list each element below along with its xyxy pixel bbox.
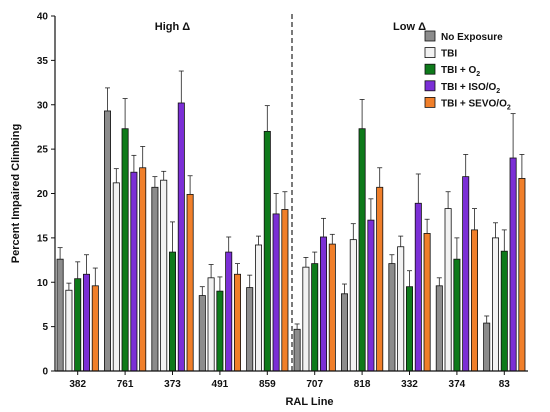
bar-382-series-4: [91, 285, 99, 372]
bar-374-series-4: [470, 229, 478, 372]
legend-label-1: TBI: [441, 49, 457, 60]
legend-swatch-2: [424, 63, 436, 75]
bar-859-series-4: [281, 209, 289, 372]
bar-761-series-3: [130, 171, 138, 372]
legend: No Exposure TBI TBI + O2 TBI + ISO/O2 TBI + …: [424, 30, 511, 111]
bar-818-series-3: [367, 219, 375, 372]
x-tick-label-382: 382: [69, 379, 86, 390]
y-tick-label: 20: [37, 189, 49, 200]
labels-layer: 0 5 10 15 20 25 30 35 40 382 761 373 491 859 707 818 332…: [10, 12, 510, 409]
bar-382-series-1: [65, 289, 73, 372]
bar-859-series-3: [272, 213, 280, 372]
bar-491-series-1: [207, 277, 215, 372]
x-tick-label-373: 373: [164, 379, 181, 390]
bar-374-series-2: [453, 258, 461, 372]
bar-332-series-2: [405, 286, 413, 372]
bar-332-series-1: [397, 246, 405, 372]
legend-label-3: TBI + ISO/O2: [441, 82, 500, 95]
bar-373-series-4: [186, 193, 194, 372]
y-tick-label: 25: [37, 145, 49, 156]
y-tick-label: 40: [37, 12, 49, 23]
bar-382-series-2: [74, 278, 82, 372]
x-tick-label-707: 707: [306, 379, 323, 390]
y-axis-title: Percent Impaired Climbing: [10, 124, 22, 263]
y-tick-label: 10: [37, 278, 49, 289]
bar-83-series-1: [491, 237, 499, 372]
x-tick-label-859: 859: [259, 379, 276, 390]
group-label-1: Low Δ: [393, 21, 426, 33]
x-tick-label-818: 818: [354, 379, 371, 390]
bar-373-series-2: [168, 251, 176, 372]
bar-707-series-3: [319, 236, 327, 372]
bar-761-series-1: [112, 182, 120, 372]
bar-491-series-4: [233, 273, 241, 372]
x-tick-label-761: 761: [117, 379, 134, 390]
bar-373-series-0: [151, 186, 159, 372]
legend-label-4: TBI + SEVO/O2: [441, 98, 511, 111]
bar-83-series-2: [500, 250, 508, 372]
y-tick-label: 15: [37, 233, 49, 244]
bar-332-series-3: [414, 202, 422, 372]
y-tick-label: 35: [37, 56, 49, 67]
legend-label-2: TBI + O2: [441, 65, 480, 78]
bar-491-series-0: [198, 295, 206, 372]
bar-707-series-1: [302, 266, 310, 372]
bar-707-series-4: [328, 243, 336, 372]
axes-layer: [51, 14, 528, 375]
legend-swatch-4: [424, 97, 436, 108]
legend-swatch-3: [424, 80, 436, 92]
bar-707-series-0: [293, 328, 301, 372]
bar-374-series-0: [435, 285, 443, 372]
bar-382-series-3: [83, 273, 91, 372]
bar-491-series-2: [216, 290, 224, 372]
bar-373-series-1: [160, 179, 168, 372]
bar-83-series-4: [518, 178, 526, 372]
x-tick-label-83: 83: [499, 379, 511, 390]
x-tick-label-491: 491: [212, 379, 229, 390]
bar-332-series-0: [388, 263, 396, 372]
bar-859-series-0: [246, 287, 254, 372]
bar-818-series-1: [349, 239, 357, 372]
bar-83-series-0: [483, 322, 491, 372]
bar-374-series-1: [444, 208, 452, 372]
legend-swatch-0: [424, 30, 436, 42]
x-tick-label-374: 374: [449, 379, 466, 390]
bar-761-series-4: [139, 167, 147, 372]
bar-818-series-0: [340, 293, 348, 372]
y-tick-label: 30: [37, 100, 49, 111]
bar-382-series-0: [56, 258, 64, 372]
bar-707-series-2: [311, 263, 319, 372]
bars-layer: [56, 70, 526, 372]
bar-859-series-1: [254, 244, 262, 372]
bar-761-series-2: [121, 128, 129, 372]
legend-swatch-1: [424, 47, 436, 58]
bar-859-series-2: [263, 130, 271, 372]
bar-491-series-3: [225, 251, 233, 372]
bar-332-series-4: [423, 233, 431, 372]
bar-818-series-4: [376, 186, 384, 372]
x-axis-title: RAL Line: [285, 396, 333, 408]
y-tick-label: 0: [42, 367, 48, 378]
bar-373-series-3: [177, 102, 185, 372]
y-tick-label: 5: [42, 322, 48, 333]
legend-label-0: No Exposure: [441, 32, 503, 43]
x-tick-label-332: 332: [401, 379, 418, 390]
group-label-0: High Δ: [155, 21, 190, 33]
bar-374-series-3: [462, 176, 470, 372]
bar-761-series-0: [104, 110, 112, 372]
bar-818-series-2: [358, 128, 366, 372]
bar-83-series-3: [509, 157, 517, 372]
